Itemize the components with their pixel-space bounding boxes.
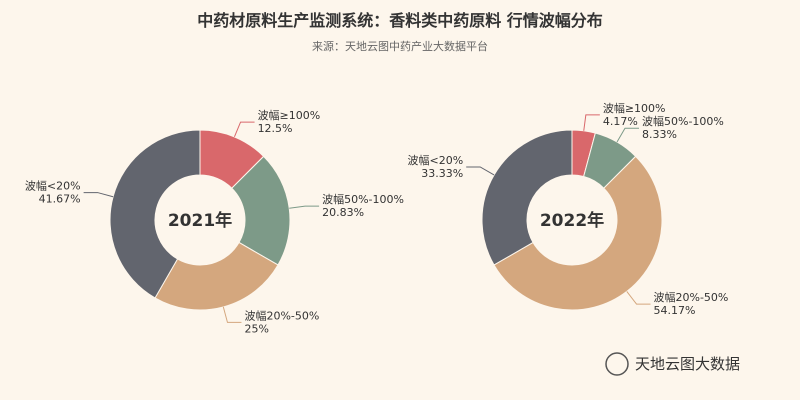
value-label: 41.67% bbox=[39, 193, 81, 206]
chart-subtitle: 来源：天地云图中药产业大数据平台 bbox=[312, 39, 488, 53]
slice-label: 波幅50%-100% bbox=[642, 115, 724, 128]
slice-label: 波幅<20% bbox=[25, 180, 81, 193]
slice-label: 波幅≥100% bbox=[603, 102, 666, 115]
slice-label: 波幅50%-100% bbox=[322, 193, 404, 206]
brand-icon bbox=[605, 352, 629, 376]
value-label: 4.17% bbox=[603, 115, 638, 128]
slice bbox=[109, 129, 201, 299]
slice-label: 波幅20%-50% bbox=[244, 309, 319, 322]
leader-line bbox=[626, 291, 651, 305]
leader-line bbox=[616, 127, 640, 143]
center-label: 2021年 bbox=[168, 210, 232, 231]
leader-line bbox=[583, 114, 600, 131]
value-label: 12.5% bbox=[258, 122, 293, 135]
value-label: 33.33% bbox=[421, 167, 463, 180]
leader-line bbox=[466, 166, 495, 176]
value-label: 8.33% bbox=[642, 128, 677, 141]
value-label: 25% bbox=[244, 322, 268, 335]
leader-line bbox=[83, 192, 114, 198]
leader-line bbox=[289, 205, 320, 209]
slice-label: 波幅≥100% bbox=[258, 109, 321, 122]
slice-label: 波幅20%-50% bbox=[654, 291, 729, 304]
leader-line bbox=[233, 121, 255, 138]
slice bbox=[154, 241, 279, 311]
slice-label: 波幅<20% bbox=[408, 154, 464, 167]
leader-line bbox=[222, 306, 242, 323]
value-label: 54.17% bbox=[654, 304, 696, 317]
slice bbox=[481, 129, 573, 266]
chart-title: 中药材原料生产监测系统：香料类中药原料 行情波幅分布 bbox=[197, 11, 603, 30]
slice bbox=[493, 155, 663, 311]
center-label: 2022年 bbox=[540, 210, 604, 231]
brand: 天地云图大数据 bbox=[635, 355, 740, 373]
value-label: 20.83% bbox=[322, 206, 364, 219]
